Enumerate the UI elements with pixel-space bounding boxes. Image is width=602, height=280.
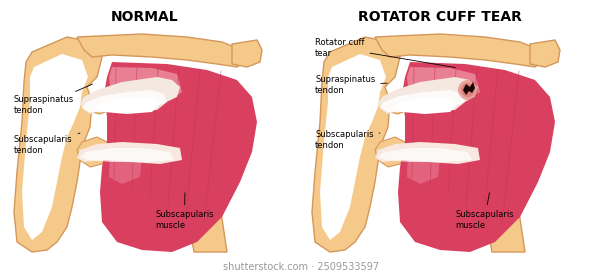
Polygon shape <box>22 54 88 240</box>
Text: Subscapularis
muscle: Subscapularis muscle <box>455 193 514 230</box>
Text: Supraspinatus
tendon: Supraspinatus tendon <box>14 84 93 115</box>
Polygon shape <box>320 54 386 240</box>
Polygon shape <box>109 67 182 104</box>
Polygon shape <box>14 37 102 252</box>
Polygon shape <box>312 37 400 252</box>
Text: Subscapularis
tendon: Subscapularis tendon <box>14 133 80 155</box>
Circle shape <box>461 83 475 97</box>
Text: ROTATOR CUFF TEAR: ROTATOR CUFF TEAR <box>358 10 522 24</box>
Polygon shape <box>375 34 545 67</box>
Polygon shape <box>398 62 555 252</box>
Text: Supraspinatus
tendon: Supraspinatus tendon <box>315 75 387 95</box>
Text: Rotator cuff
tear: Rotator cuff tear <box>315 38 455 67</box>
Polygon shape <box>109 150 142 184</box>
Polygon shape <box>77 142 182 164</box>
Polygon shape <box>77 34 247 67</box>
Ellipse shape <box>461 81 523 153</box>
Polygon shape <box>77 137 109 167</box>
Polygon shape <box>463 82 475 95</box>
Text: Subscapularis
tendon: Subscapularis tendon <box>315 130 380 150</box>
Polygon shape <box>530 40 560 67</box>
Polygon shape <box>378 148 472 162</box>
Polygon shape <box>407 67 480 104</box>
Polygon shape <box>386 94 410 114</box>
Polygon shape <box>380 90 465 112</box>
Polygon shape <box>177 152 227 252</box>
Ellipse shape <box>163 81 225 153</box>
Polygon shape <box>88 94 112 114</box>
Text: shutterstock.com · 2509533597: shutterstock.com · 2509533597 <box>223 262 379 272</box>
Text: Subscapularis
muscle: Subscapularis muscle <box>155 193 214 230</box>
Polygon shape <box>80 148 174 162</box>
Polygon shape <box>375 142 480 164</box>
Polygon shape <box>80 77 180 114</box>
Circle shape <box>458 80 478 100</box>
Polygon shape <box>375 137 407 167</box>
Polygon shape <box>82 90 167 112</box>
Polygon shape <box>100 62 257 252</box>
Polygon shape <box>407 150 440 184</box>
Polygon shape <box>232 40 262 67</box>
Polygon shape <box>94 97 160 114</box>
Polygon shape <box>392 97 458 114</box>
Polygon shape <box>475 152 525 252</box>
Polygon shape <box>378 77 478 114</box>
Text: NORMAL: NORMAL <box>111 10 179 24</box>
